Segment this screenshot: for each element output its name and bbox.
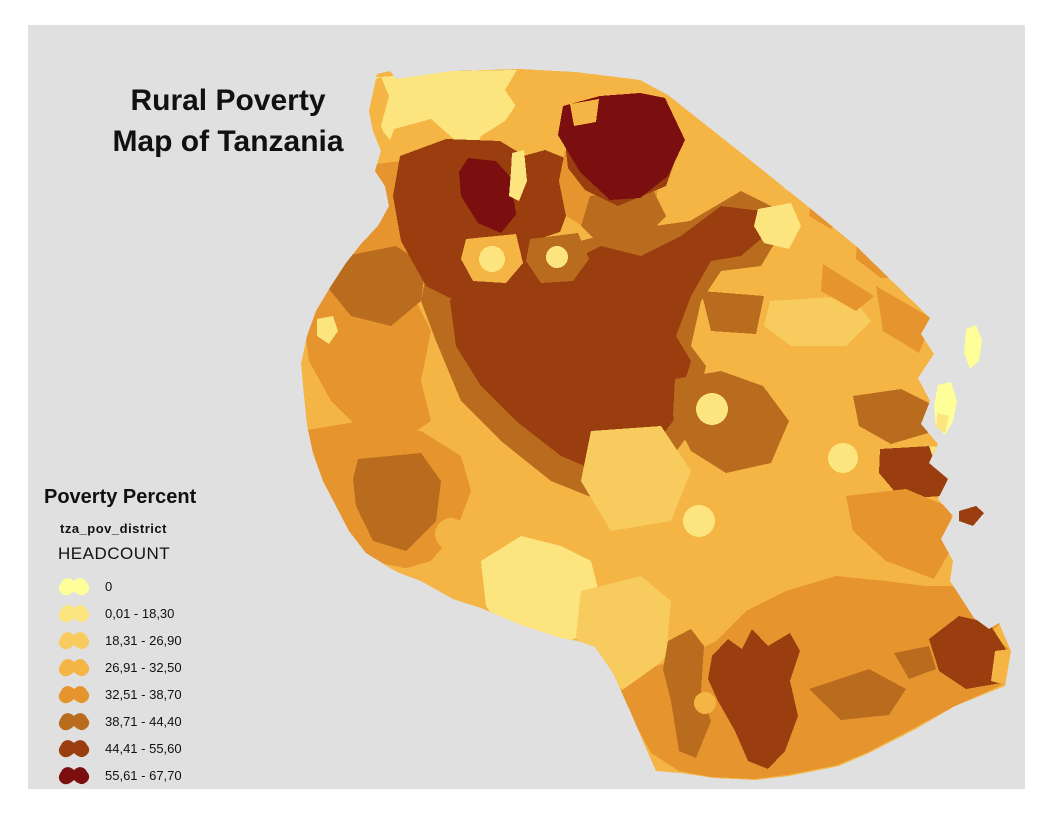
legend-swatch-icon — [58, 685, 90, 703]
district-patch — [708, 629, 800, 769]
district-patch — [683, 505, 715, 537]
district-patch — [435, 518, 467, 550]
map-title: Rural Poverty Map of Tanzania — [83, 80, 373, 162]
district-patch — [509, 150, 527, 201]
legend-swatch-icon — [58, 577, 90, 595]
district-patch — [329, 246, 426, 326]
legend-row: 0,01 - 18,30 — [56, 600, 274, 627]
island-zanzibar-south — [936, 413, 949, 433]
legend-swatch-icon — [58, 604, 90, 622]
district-patch — [782, 173, 800, 191]
legend-class-label: 26,91 - 32,50 — [105, 660, 182, 675]
district-patch — [701, 291, 764, 334]
legend-class-label: 0,01 - 18,30 — [105, 606, 175, 621]
district-patch — [317, 316, 338, 344]
legend-swatch-icon — [58, 712, 90, 730]
legend-heading: Poverty Percent — [44, 486, 197, 508]
district-patch — [663, 629, 711, 758]
legend-class-label: 0 — [105, 579, 113, 594]
legend-row: 0 — [56, 573, 274, 600]
legend-swatch-icon — [58, 658, 90, 676]
map-canvas: Rural Poverty Map of Tanzania Poverty Pe… — [28, 25, 1025, 789]
district-patch — [876, 286, 933, 353]
legend-row: 38,71 - 44,40 — [56, 708, 274, 735]
district-patch — [459, 158, 519, 233]
district-patch — [828, 443, 858, 473]
district-patch — [673, 371, 789, 473]
district-patch — [512, 150, 572, 240]
legend-class-label: 32,51 - 38,70 — [105, 687, 182, 702]
district-patch — [353, 453, 441, 551]
legend-class-label: 18,31 - 26,90 — [105, 633, 182, 648]
district-patch — [696, 393, 728, 425]
legend-class-label: 44,41 - 55,60 — [105, 741, 182, 756]
district-patch — [991, 649, 1011, 685]
tanzania-choropleth-map — [301, 69, 1011, 780]
legend-swatch-icon — [58, 739, 90, 757]
district-patch — [853, 389, 931, 444]
island-pemba — [964, 325, 982, 369]
district-patch — [570, 99, 599, 126]
legend-swatch-icon — [58, 631, 90, 649]
legend-row: 55,61 - 67,70 — [56, 762, 274, 789]
district-patch — [764, 296, 871, 346]
district-patch — [546, 246, 568, 268]
district-patch — [846, 489, 953, 579]
district-patch — [929, 446, 956, 466]
map-title-line1: Rural Poverty — [130, 84, 326, 117]
map-title-line2: Map of Tanzania — [112, 125, 344, 158]
legend-class-label: 55,61 - 67,70 — [105, 768, 182, 783]
district-patch — [929, 616, 1007, 689]
district-patch — [694, 692, 716, 714]
district-patch — [581, 426, 691, 531]
district-patch — [809, 669, 906, 720]
legend-layer-name: tza_pov_district — [60, 521, 167, 536]
legend-row: 18,31 - 26,90 — [56, 627, 274, 654]
legend-row: 44,41 - 55,60 — [56, 735, 274, 762]
legend-class-label: 38,71 - 44,40 — [105, 714, 182, 729]
district-patch — [894, 646, 936, 679]
district-patch — [479, 246, 505, 272]
legend-items: 0 0,01 - 18,30 18,31 - 26,90 26,91 - 32,… — [56, 573, 274, 789]
district-patch — [621, 576, 1009, 779]
legend-row: 32,51 - 38,70 — [56, 681, 274, 708]
legend-swatch-icon — [58, 766, 90, 784]
legend: Poverty Percent tza_pov_district HEADCOU… — [44, 486, 274, 789]
legend-row: 26,91 - 32,50 — [56, 654, 274, 681]
district-patch — [581, 186, 666, 246]
legend-field-name: HEADCOUNT — [58, 544, 171, 563]
district-patch — [754, 203, 801, 249]
district-patch — [821, 264, 874, 311]
island-mafia — [959, 506, 984, 526]
